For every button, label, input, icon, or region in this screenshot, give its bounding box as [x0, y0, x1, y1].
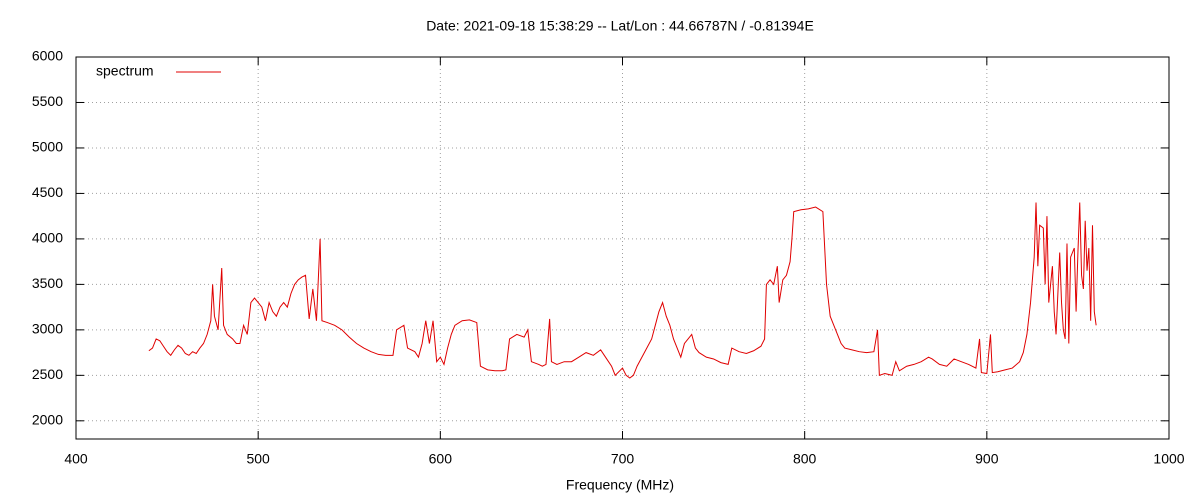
x-tick-label: 900: [975, 451, 999, 467]
x-tick-label: 1000: [1153, 451, 1184, 467]
data-line: [148, 202, 1097, 379]
y-tick-label: 4500: [32, 184, 63, 200]
chart-title: Date: 2021-09-18 15:38:29 -- Lat/Lon : 4…: [426, 18, 814, 34]
y-tick-label: 4000: [32, 230, 63, 246]
y-tick-label: 6000: [32, 48, 63, 64]
x-tick-label: 700: [611, 451, 635, 467]
y-tick-label: 2500: [32, 366, 63, 382]
plot-frame: [75, 56, 1170, 440]
y-tick-label: 2000: [32, 412, 63, 428]
x-tick-label: 600: [429, 451, 453, 467]
legend-label: spectrum: [96, 63, 154, 79]
x-tick-label: 800: [793, 451, 817, 467]
y-tick-label: 5500: [32, 93, 63, 109]
y-tick-label: 3500: [32, 275, 63, 291]
y-tick-label: 5000: [32, 139, 63, 155]
y-tick-label: 3000: [32, 321, 63, 337]
x-axis-label: Frequency (MHz): [566, 477, 674, 493]
x-tick-label: 400: [64, 451, 88, 467]
x-tick-label: 500: [246, 451, 270, 467]
